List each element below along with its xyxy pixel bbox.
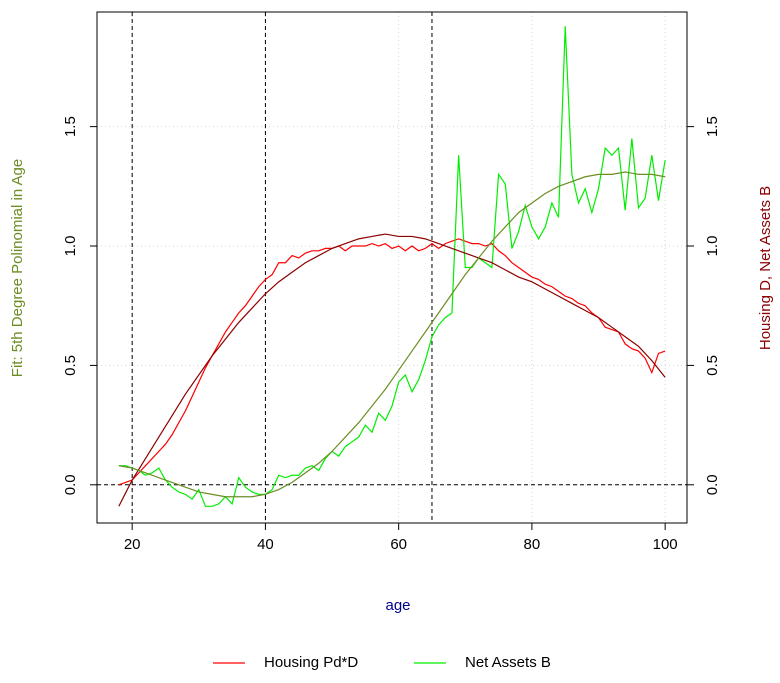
y-axis-label: Fit: 5th Degree Polinomial in Age <box>9 159 26 377</box>
y-tick-label: 1.0 <box>62 236 79 257</box>
y-tick-label: 0.0 <box>62 474 79 495</box>
x-tick-label: 40 <box>257 536 274 553</box>
x-axis-label: age <box>385 597 410 614</box>
fit-line <box>118 171 666 498</box>
x-tick-label: 60 <box>390 536 407 553</box>
y2-axis-label: Housing D, Net Assets B <box>757 186 774 350</box>
y2-tick-label: 0.5 <box>704 355 721 376</box>
fit-line <box>118 233 666 507</box>
data-line <box>118 238 666 486</box>
data-line <box>118 26 666 507</box>
y2-tick-label: 1.0 <box>704 236 721 257</box>
legend-label: Housing Pd*D <box>264 654 358 671</box>
plot-frame <box>96 11 688 524</box>
x-tick-label: 80 <box>524 536 541 553</box>
legend-label: Net Assets B <box>465 654 551 671</box>
y-tick-label: 1.5 <box>62 116 79 137</box>
y2-tick-label: 1.5 <box>704 116 721 137</box>
y2-tick-label: 0.0 <box>704 474 721 495</box>
y-tick-label: 0.5 <box>62 355 79 376</box>
x-tick-label: 100 <box>653 536 678 553</box>
x-tick-label: 20 <box>124 536 141 553</box>
